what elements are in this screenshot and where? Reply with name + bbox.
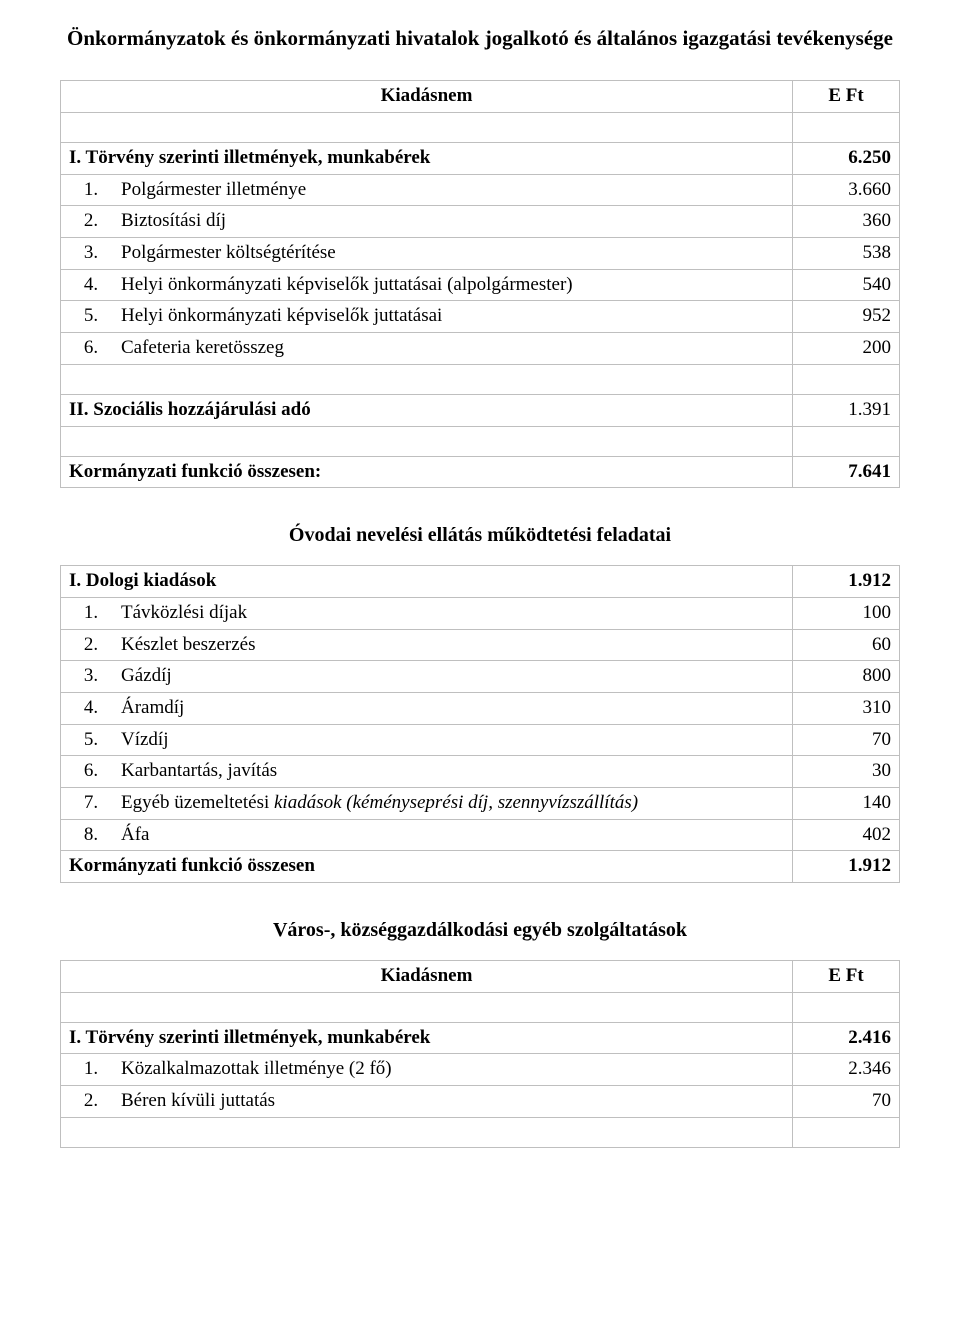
row-label: Áramdíj: [113, 692, 793, 724]
total-row: Kormányzati funkció összesen: 7.641: [61, 456, 900, 488]
spacer-row: [61, 426, 900, 456]
table-row: 2. Biztosítási díj 360: [61, 206, 900, 238]
row-value: 30: [793, 756, 900, 788]
table-row: 2. Béren kívüli juttatás 70: [61, 1086, 900, 1118]
row-value: 200: [793, 333, 900, 365]
row-value: 140: [793, 788, 900, 820]
table-row: 4. Helyi önkormányzati képviselők juttat…: [61, 269, 900, 301]
section1-title: Önkormányzatok és önkormányzati hivatalo…: [60, 24, 900, 52]
header-value: E Ft: [793, 961, 900, 993]
spacer-row: [61, 364, 900, 394]
row-label: Közalkalmazottak illetménye (2 fő): [113, 1054, 793, 1086]
group-value: 2.416: [793, 1022, 900, 1054]
table-row: 8. Áfa 402: [61, 819, 900, 851]
row-value: 70: [793, 1086, 900, 1118]
row-label: Vízdíj: [113, 724, 793, 756]
section3-table: Kiadásnem E Ft I. Törvény szerinti illet…: [60, 960, 900, 1148]
row-label: Polgármester illetménye: [113, 174, 793, 206]
row-num: 6.: [61, 756, 114, 788]
row-label: Egyéb üzemeltetési kiadások (kéménysepré…: [113, 788, 793, 820]
section2-table: I. Dologi kiadások 1.912 1. Távközlési d…: [60, 565, 900, 883]
row-num: 3.: [61, 661, 114, 693]
row-num: 1.: [61, 174, 114, 206]
row-value: 538: [793, 238, 900, 270]
row-num: 8.: [61, 819, 114, 851]
row-value: 952: [793, 301, 900, 333]
row-num: 2.: [61, 206, 114, 238]
table-row: 3. Polgármester költségtérítése 538: [61, 238, 900, 270]
row-value: 2.346: [793, 1054, 900, 1086]
section3-title: Város-, községgazdálkodási egyéb szolgál…: [60, 919, 900, 942]
header-label: Kiadásnem: [61, 961, 793, 993]
row-label: Készlet beszerzés: [113, 629, 793, 661]
table-row: 1. Polgármester illetménye 3.660: [61, 174, 900, 206]
section1-table: Kiadásnem E Ft I. Törvény szerinti illet…: [60, 80, 900, 488]
spacer-row: [61, 1117, 900, 1147]
section2-title: Óvodai nevelési ellátás működtetési fela…: [60, 524, 900, 547]
row-label: Helyi önkormányzati képviselők juttatása…: [113, 301, 793, 333]
row-value: 360: [793, 206, 900, 238]
row-label: Biztosítási díj: [113, 206, 793, 238]
table-row: 3. Gázdíj 800: [61, 661, 900, 693]
row-num: 4.: [61, 692, 114, 724]
row-num: 7.: [61, 788, 114, 820]
table-row: 5. Helyi önkormányzati képviselők juttat…: [61, 301, 900, 333]
row-num: 6.: [61, 333, 114, 365]
row-num: 5.: [61, 301, 114, 333]
table-row: 1. Közalkalmazottak illetménye (2 fő) 2.…: [61, 1054, 900, 1086]
total-label: Kormányzati funkció összesen: [61, 851, 793, 883]
row-num: 1.: [61, 597, 114, 629]
group-label: I. Dologi kiadások: [61, 566, 793, 598]
row-label: Polgármester költségtérítése: [113, 238, 793, 270]
group-label: I. Törvény szerinti illetmények, munkabé…: [61, 143, 793, 175]
table-row: 6. Cafeteria keretösszeg 200: [61, 333, 900, 365]
group-row: I. Dologi kiadások 1.912: [61, 566, 900, 598]
row-num: 4.: [61, 269, 114, 301]
table-header-row: Kiadásnem E Ft: [61, 961, 900, 993]
group-label: II. Szociális hozzájárulási adó: [61, 394, 793, 426]
row-label: Helyi önkormányzati képviselők juttatása…: [113, 269, 793, 301]
row-value: 402: [793, 819, 900, 851]
row-value: 800: [793, 661, 900, 693]
row-value: 100: [793, 597, 900, 629]
group-label: I. Törvény szerinti illetmények, munkabé…: [61, 1022, 793, 1054]
header-label: Kiadásnem: [61, 81, 793, 113]
group-row: I. Törvény szerinti illetmények, munkabé…: [61, 143, 900, 175]
table-row: 1. Távközlési díjak 100: [61, 597, 900, 629]
spacer-row: [61, 113, 900, 143]
row-label: Távközlési díjak: [113, 597, 793, 629]
group-row: II. Szociális hozzájárulási adó 1.391: [61, 394, 900, 426]
row-num: 3.: [61, 238, 114, 270]
table-row: 4. Áramdíj 310: [61, 692, 900, 724]
table-row: 5. Vízdíj 70: [61, 724, 900, 756]
row-num: 2.: [61, 629, 114, 661]
group-value: 6.250: [793, 143, 900, 175]
row-num: 2.: [61, 1086, 114, 1118]
row-num: 1.: [61, 1054, 114, 1086]
spacer-row: [61, 992, 900, 1022]
group-value: 1.391: [793, 394, 900, 426]
row-value: 70: [793, 724, 900, 756]
row-label: Karbantartás, javítás: [113, 756, 793, 788]
table-row: 6. Karbantartás, javítás 30: [61, 756, 900, 788]
row-value: 3.660: [793, 174, 900, 206]
table-header-row: Kiadásnem E Ft: [61, 81, 900, 113]
table-row: 7. Egyéb üzemeltetési kiadások (kéményse…: [61, 788, 900, 820]
row-label: Cafeteria keretösszeg: [113, 333, 793, 365]
row-num: 5.: [61, 724, 114, 756]
row-label: Gázdíj: [113, 661, 793, 693]
row-label: Béren kívüli juttatás: [113, 1086, 793, 1118]
total-row: Kormányzati funkció összesen 1.912: [61, 851, 900, 883]
total-value: 1.912: [793, 851, 900, 883]
row-value: 310: [793, 692, 900, 724]
total-value: 7.641: [793, 456, 900, 488]
total-label: Kormányzati funkció összesen:: [61, 456, 793, 488]
header-value: E Ft: [793, 81, 900, 113]
table-row: 2. Készlet beszerzés 60: [61, 629, 900, 661]
row-value: 540: [793, 269, 900, 301]
group-row: I. Törvény szerinti illetmények, munkabé…: [61, 1022, 900, 1054]
row-value: 60: [793, 629, 900, 661]
row-label: Áfa: [113, 819, 793, 851]
group-value: 1.912: [793, 566, 900, 598]
